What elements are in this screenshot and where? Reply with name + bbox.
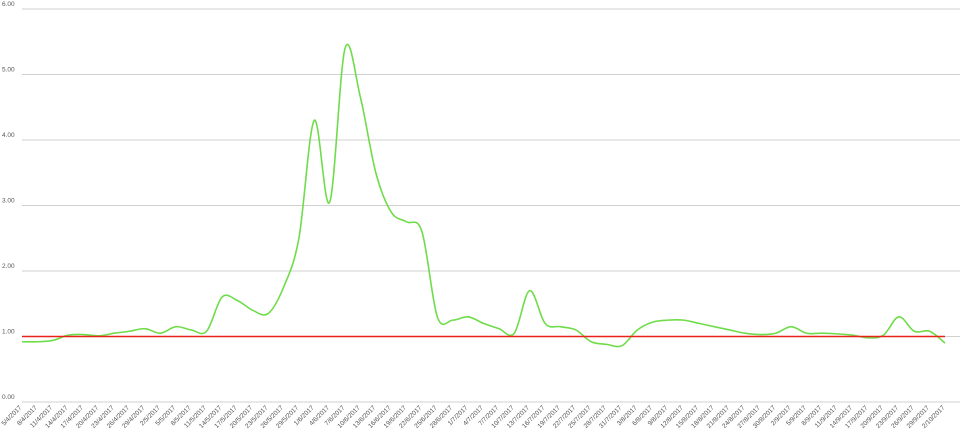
y-tick-label: 2.00 [2, 263, 15, 270]
line-series [21, 43, 946, 348]
y-tick-label: 1.00 [2, 329, 15, 336]
y-tick-label: 0.00 [2, 394, 15, 401]
y-tick-label: 5.00 [2, 67, 15, 74]
y-tick-label: 6.00 [2, 1, 15, 8]
y-tick-label: 3.00 [2, 198, 15, 205]
y-tick-label: 4.00 [2, 132, 15, 139]
